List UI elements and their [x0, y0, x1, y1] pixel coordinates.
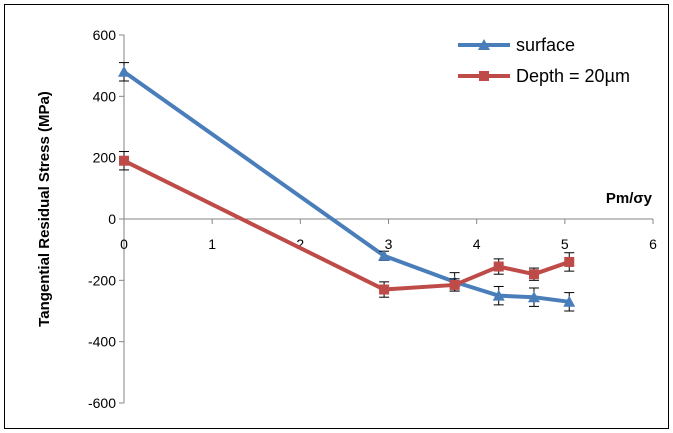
series-1 — [119, 151, 575, 298]
data-point — [119, 155, 129, 166]
x-tick-label: 3 — [385, 236, 393, 252]
series-line — [123, 158, 570, 292]
x-tick-label: 6 — [649, 236, 657, 252]
y-tick-label: -400 — [88, 334, 116, 350]
series-line — [122, 70, 570, 304]
series-0 — [118, 62, 576, 312]
x-tick-label: 4 — [473, 236, 481, 252]
data-point — [528, 269, 539, 280]
legend-label: Depth = 20µm — [516, 66, 630, 86]
x-axis-title: Pm/σy — [606, 190, 653, 207]
y-axis-title: Tangential Residual Stress (MPa) — [36, 91, 53, 327]
data-point — [527, 291, 540, 303]
y-axis: 600 400 200 0 -200 -400 -600 — [88, 27, 125, 411]
y-tick-label: 400 — [93, 88, 117, 104]
data-point — [563, 295, 576, 307]
x-tick-label: 0 — [120, 236, 128, 252]
data-point — [492, 289, 505, 301]
y-tick-label: 0 — [108, 211, 116, 227]
series-layer — [118, 62, 576, 312]
x-axis: 0 1 2 3 4 5 6 — [120, 218, 657, 252]
x-tick-label: 1 — [208, 236, 216, 252]
data-point — [564, 256, 575, 267]
legend: surface Depth = 20µm — [458, 35, 630, 86]
x-tick-label: 2 — [296, 236, 304, 252]
legend-label: surface — [516, 35, 575, 55]
data-point — [379, 284, 390, 295]
y-tick-label: -600 — [88, 395, 116, 411]
data-point — [118, 65, 130, 77]
legend-swatch-marker — [478, 39, 490, 50]
y-tick-label: 200 — [93, 150, 117, 166]
x-tick-label: 5 — [561, 236, 569, 252]
y-tick-label: -200 — [88, 272, 116, 288]
data-point — [493, 261, 504, 272]
chart-frame — [4, 4, 669, 429]
data-point — [449, 279, 460, 290]
data-point — [378, 249, 391, 261]
y-tick-label: 600 — [93, 27, 117, 43]
legend-swatch-marker — [479, 71, 489, 81]
